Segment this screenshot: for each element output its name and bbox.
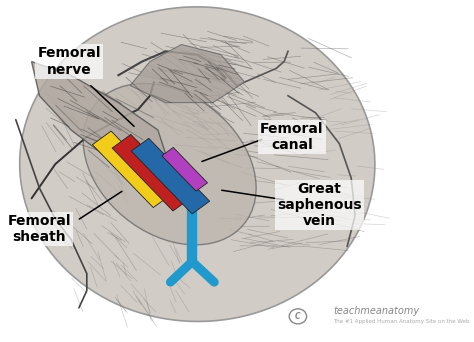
Polygon shape (162, 147, 208, 191)
Polygon shape (112, 134, 191, 211)
Text: The #1 Applied Human Anatomy Site on the Web: The #1 Applied Human Anatomy Site on the… (333, 319, 470, 324)
Text: teachmeanatomy: teachmeanatomy (333, 306, 419, 316)
Polygon shape (32, 62, 166, 171)
Text: C: C (295, 312, 301, 321)
Text: Femoral
canal: Femoral canal (260, 122, 324, 152)
Ellipse shape (83, 83, 256, 245)
Text: Great
saphenous
vein: Great saphenous vein (277, 182, 362, 228)
Polygon shape (92, 131, 172, 208)
Ellipse shape (20, 7, 375, 321)
Polygon shape (131, 138, 210, 214)
Polygon shape (130, 44, 245, 103)
Text: Femoral
nerve: Femoral nerve (37, 47, 101, 77)
Text: Femoral
sheath: Femoral sheath (8, 214, 71, 244)
